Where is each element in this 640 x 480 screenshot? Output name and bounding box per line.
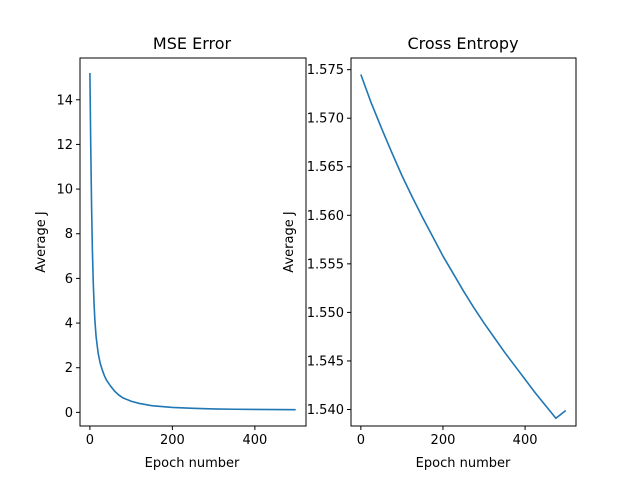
mse-error-y-tick-label: 4	[65, 317, 73, 332]
mse-error-axes: MSE Error 0 200 400 0 2 4 6 8 10 12 14 Epoch numbe…	[34, 34, 307, 471]
cross-entropy-x-tick-label: 200	[431, 433, 456, 448]
mse-error-x-tick-label: 400	[242, 433, 267, 448]
cross-entropy-title: Cross Entropy	[407, 34, 518, 53]
cross-entropy-y-tick-label: 1.575	[307, 63, 344, 78]
cross-entropy-y-tick-label: 1.550	[307, 306, 344, 321]
cross-entropy-plot-frame	[350, 57, 577, 427]
cross-entropy-y-tick-label: 1.570	[307, 112, 344, 127]
mse-error-ticks: 0 200 400 0 2 4 6 8 10 12 14	[56, 93, 267, 448]
cross-entropy-y-tick-label: 1.565	[307, 160, 344, 175]
cross-entropy-y-tick-label: 1.560	[307, 209, 344, 224]
mse-error-x-axis-label: Epoch number	[145, 456, 240, 471]
mse-error-y-tick-label: 12	[56, 138, 73, 153]
cross-entropy-x-tick-label: 0	[357, 433, 365, 448]
mse-error-series-line	[89, 72, 296, 411]
mse-error-y-tick-label: 10	[56, 183, 73, 198]
mse-error-y-tick-label: 2	[65, 361, 73, 376]
cross-entropy-y-tick-label: 1.545	[307, 354, 344, 369]
cross-entropy-y-tick-label: 1.555	[307, 257, 344, 272]
mse-error-plot-frame	[79, 57, 307, 427]
cross-entropy-ticks: 0 200 400 1.540 1.545 1.550 1.555 1.560 1.565 1.5…	[307, 63, 538, 448]
mse-error-y-tick-label: 0	[65, 406, 73, 421]
cross-entropy-axes: Cross Entropy 0 200 400 1.540 1.545 1.550 1.55…	[282, 34, 577, 471]
mse-error-y-axis-label: Average J	[34, 211, 49, 272]
mse-error-y-tick-label: 14	[56, 93, 73, 108]
cross-entropy-series-line	[360, 74, 567, 420]
mse-error-y-tick-label: 8	[65, 227, 73, 242]
mse-error-x-tick-label: 200	[160, 433, 185, 448]
cross-entropy-x-tick-label: 400	[513, 433, 538, 448]
cross-entropy-x-axis-label: Epoch number	[416, 456, 511, 471]
mse-error-x-tick-label: 0	[86, 433, 94, 448]
mse-error-y-tick-label: 6	[65, 272, 73, 287]
cross-entropy-y-tick-label: 1.540	[307, 403, 344, 418]
mse-error-title: MSE Error	[153, 34, 232, 53]
cross-entropy-y-axis-label: Average J	[282, 211, 297, 272]
